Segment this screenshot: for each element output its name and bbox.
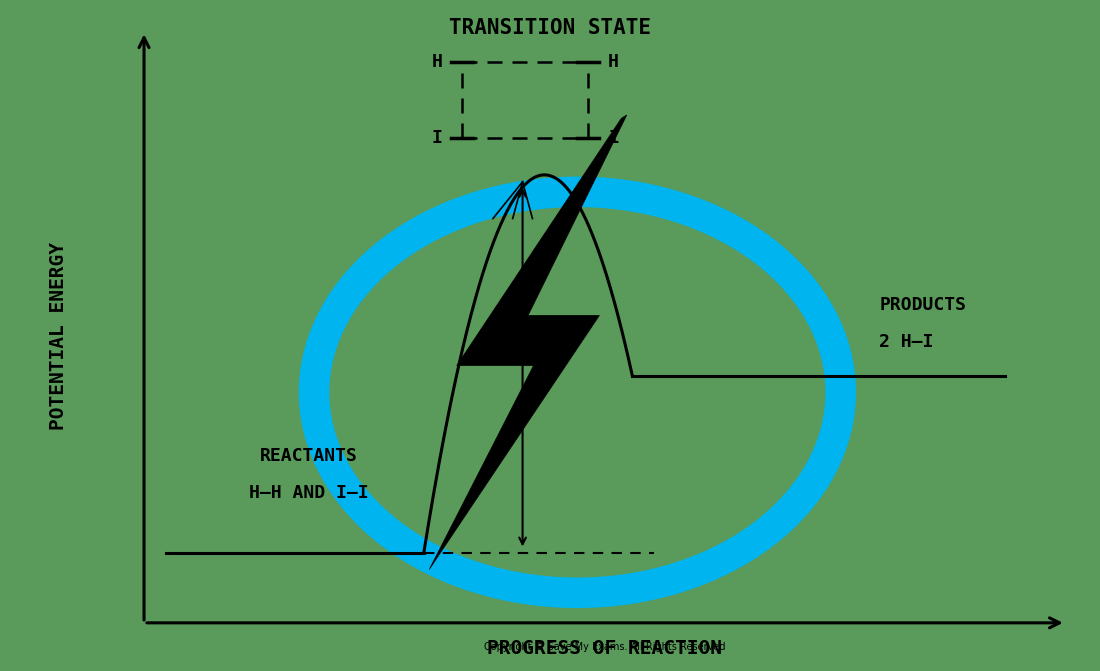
Text: I: I	[431, 130, 442, 148]
Text: PRODUCTS: PRODUCTS	[879, 297, 966, 315]
Text: H: H	[608, 52, 619, 70]
Text: REACTANTS: REACTANTS	[260, 447, 358, 465]
Text: TRANSITION STATE: TRANSITION STATE	[449, 18, 651, 38]
Text: Copyright © Save My Exams. All Rights Reserved: Copyright © Save My Exams. All Rights Re…	[484, 641, 726, 652]
Text: H–H AND I–I: H–H AND I–I	[249, 484, 368, 501]
Text: POTENTIAL ENERGY: POTENTIAL ENERGY	[48, 242, 68, 429]
Polygon shape	[429, 115, 627, 570]
Text: 2 H–I: 2 H–I	[879, 333, 934, 351]
Text: H: H	[431, 52, 442, 70]
Text: I: I	[608, 130, 619, 148]
Text: PROGRESS OF REACTION: PROGRESS OF REACTION	[487, 639, 723, 658]
